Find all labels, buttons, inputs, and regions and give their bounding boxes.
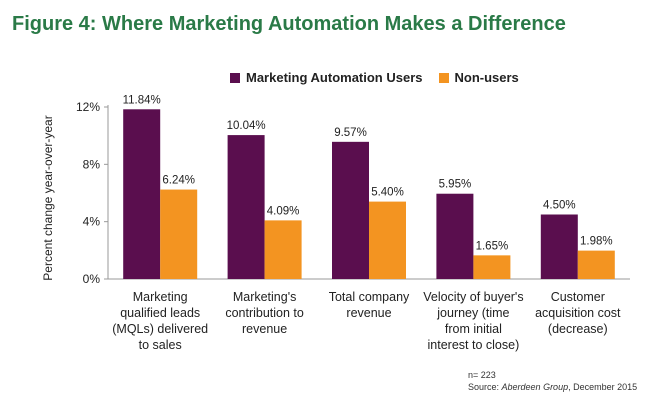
source-prefix: Source:: [468, 382, 502, 392]
y-tick-label: 12%: [76, 100, 100, 114]
x-category-label: acquisition cost: [535, 306, 621, 320]
bar-users: [332, 141, 369, 279]
x-category-label: (decrease): [548, 322, 608, 336]
bar-users: [436, 193, 474, 279]
bar-value-label: 9.57%: [334, 127, 367, 139]
sample-size-note: n= 223: [468, 370, 496, 380]
x-category-label: interest to close): [428, 338, 520, 352]
legend-item-users: Marketing Automation Users: [230, 70, 423, 85]
bar-nonusers: [577, 250, 615, 279]
y-tick-label: 4%: [83, 215, 101, 229]
y-tick-label: 0%: [83, 272, 101, 286]
x-category-label: qualified leads: [120, 306, 200, 320]
y-axis-label: Percent change year-over-year: [41, 115, 55, 280]
x-category-label: Customer: [551, 290, 605, 304]
bar-nonusers: [369, 201, 406, 279]
bar-nonusers: [264, 220, 302, 279]
source-name: Aberdeen Group: [501, 382, 569, 392]
x-category-label: to sales: [139, 338, 182, 352]
bar-users: [123, 109, 161, 279]
x-category-label: (MQLs) delivered: [112, 322, 208, 336]
bar-value-label: 5.40%: [371, 187, 404, 199]
x-category-label: revenue: [346, 306, 391, 320]
bar-users: [227, 135, 265, 279]
bar-value-label: 10.04%: [227, 120, 266, 132]
source-note: Source: Aberdeen Group, December 2015: [468, 381, 637, 393]
y-tick-label: 8%: [83, 157, 101, 171]
x-category-label: revenue: [242, 322, 287, 336]
legend-label-nonusers: Non-users: [454, 70, 519, 85]
bar-nonusers: [473, 255, 511, 279]
bar-value-label: 1.65%: [476, 240, 509, 252]
source-date: , December 2015: [568, 382, 638, 392]
chart-legend: Marketing Automation Users Non-users: [230, 70, 519, 85]
chart-notes: n= 223 Source: Aberdeen Group, December …: [468, 369, 637, 393]
x-category-label: journey (time: [436, 306, 509, 320]
x-category-label: Marketing's: [233, 290, 297, 304]
x-category-label: from initial: [445, 322, 502, 336]
legend-label-users: Marketing Automation Users: [246, 70, 423, 85]
bar-users: [540, 214, 578, 279]
x-category-label: Total company: [329, 290, 410, 304]
bar-value-label: 4.09%: [267, 205, 300, 217]
bar-value-label: 11.84%: [123, 94, 161, 106]
legend-swatch-users: [230, 72, 240, 83]
legend-item-nonusers: Non-users: [438, 70, 519, 85]
bar-value-label: 5.95%: [439, 179, 472, 191]
x-category-label: Marketing: [133, 290, 188, 304]
bar-value-label: 6.24%: [162, 175, 195, 187]
x-category-label: Velocity of buyer's: [423, 290, 523, 304]
bar-value-label: 4.50%: [543, 200, 576, 212]
bar-value-label: 1.98%: [580, 236, 613, 248]
legend-swatch-nonusers: [438, 72, 449, 83]
x-category-label: contribution to: [225, 306, 304, 320]
figure-title: Figure 4: Where Marketing Automation Mak…: [12, 13, 566, 35]
bar-nonusers: [160, 189, 198, 279]
